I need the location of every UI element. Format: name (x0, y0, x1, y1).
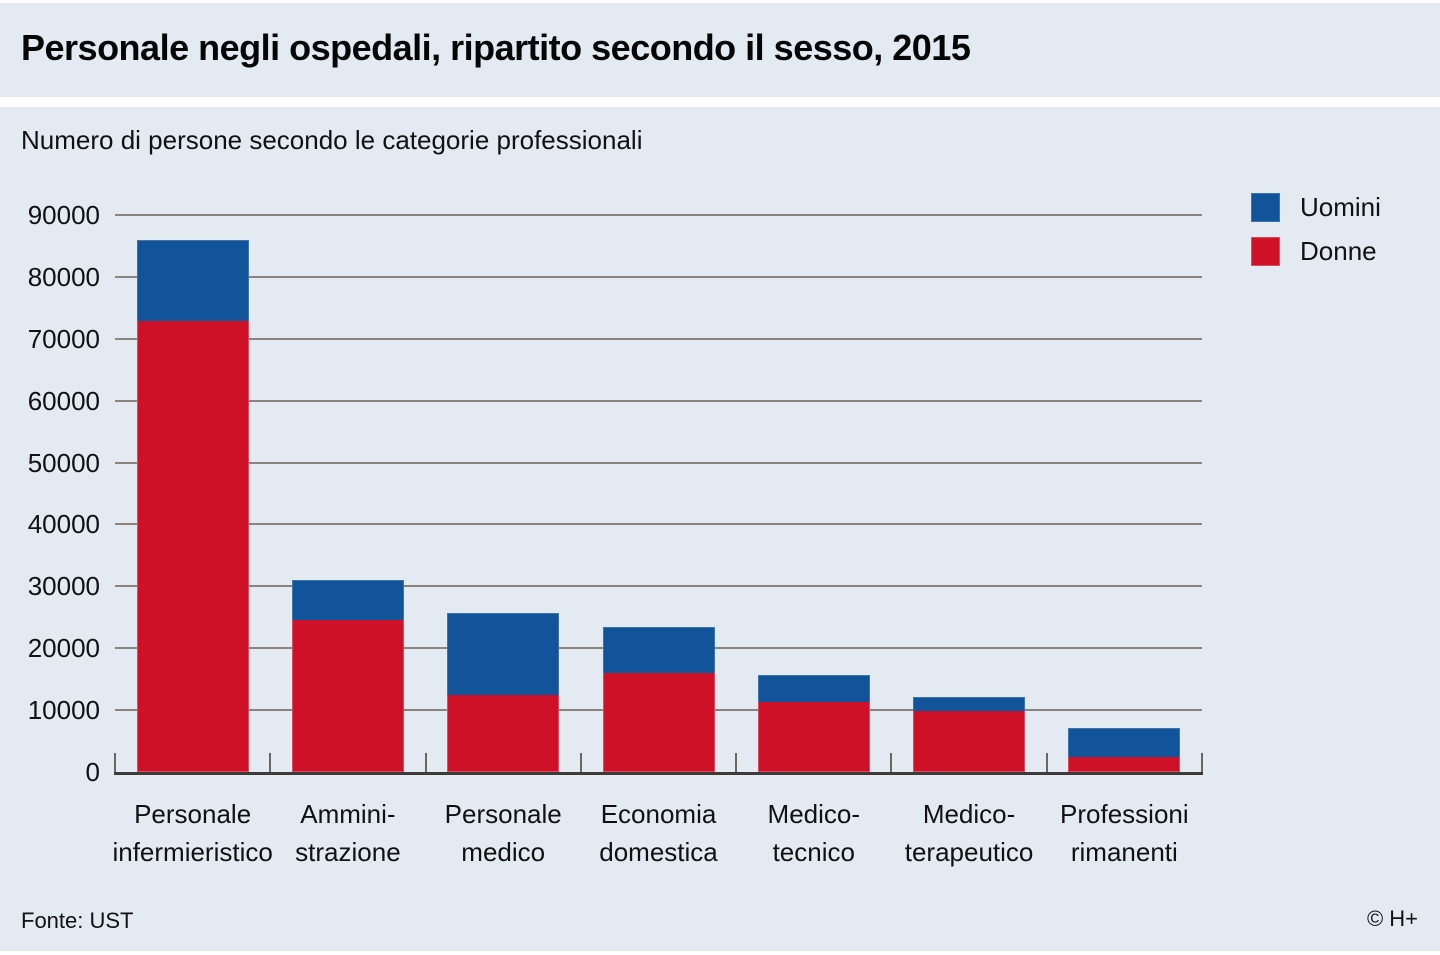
legend-label-uomini: Uomini (1300, 192, 1381, 222)
bar-segment-uomini (447, 613, 560, 695)
x-axis-tick (890, 753, 893, 772)
legend-item-uomini: Uomini (1251, 192, 1381, 222)
legend: Uomini Donne (1251, 192, 1381, 281)
x-axis-category-line: Ammini- (300, 799, 396, 829)
gridline (115, 214, 1202, 216)
y-axis-tick-label: 80000 (27, 261, 100, 292)
title-bar: Personale negli ospedali, ripartito seco… (0, 3, 1440, 97)
bar-segment-uomini (291, 580, 404, 620)
y-axis-tick-label: 60000 (27, 385, 100, 416)
bar-ammini-strazione (291, 580, 404, 772)
bar-segment-uomini (136, 240, 249, 321)
bar-segment-uomini (757, 675, 870, 702)
gridline (115, 523, 1202, 526)
chart-subtitle: Numero di persone secondo le categorie p… (21, 125, 643, 155)
bar-economia-domestica (602, 627, 715, 772)
bar-personale-medico (447, 613, 560, 772)
x-axis-tick (424, 753, 427, 772)
legend-label-donne: Donne (1300, 236, 1377, 266)
x-axis-category-label: Personale infermieristico (63, 795, 323, 871)
x-axis-category-label: Medico-tecnico (684, 795, 944, 871)
y-axis-tick-label: 40000 (27, 509, 100, 540)
chart-title: Personale negli ospedali, ripartito seco… (21, 27, 971, 68)
y-axis-tick-label: 0 (85, 757, 100, 787)
x-axis-category-line: Professioni (1060, 799, 1189, 829)
x-axis-category-line: rimanenti (1070, 837, 1178, 867)
bar-segment-uomini (913, 697, 1026, 711)
y-axis-tick-label: 90000 (27, 200, 100, 230)
x-axis-tick (579, 753, 582, 772)
x-axis-category-label: Ammini-strazione (218, 795, 478, 871)
x-axis-category-line: terapeutico (904, 837, 1034, 867)
source-note: Fonte: UST (21, 908, 134, 933)
x-axis-tick (114, 753, 116, 772)
bar-segment-uomini (1068, 728, 1181, 757)
y-axis-tick-label: 70000 (27, 323, 100, 354)
x-axis-category-line: Personale (444, 799, 562, 829)
gridline (115, 461, 1202, 464)
legend-swatch-donne (1251, 237, 1280, 266)
gridline (115, 399, 1202, 402)
x-axis-category-line: domestica (599, 837, 718, 867)
bar-segment-donne (913, 711, 1026, 772)
y-axis-tick-label: 50000 (27, 447, 100, 478)
x-axis-category-label: Professioni rimanenti (994, 795, 1254, 871)
gridline (115, 275, 1202, 278)
bar-personale-infermieristico (136, 240, 249, 772)
x-axis-line (114, 772, 1203, 775)
bar-professioni-rimanenti (1068, 728, 1181, 772)
x-axis-category-label: Personale medico (373, 795, 633, 871)
legend-item-donne: Donne (1251, 236, 1381, 266)
bar-medico-terapeutico (913, 697, 1026, 772)
x-axis-tick (1201, 753, 1203, 772)
x-axis-category-line: Medico- (922, 799, 1016, 829)
x-axis-category-line: Medico- (767, 799, 861, 829)
gridline (115, 337, 1202, 340)
y-axis-tick-label: 30000 (27, 571, 100, 602)
x-axis-category-line: infermieristico (112, 837, 273, 867)
x-axis-category-line: Personale (134, 799, 252, 829)
copyright-note: © H+ (1366, 906, 1418, 931)
bar-segment-uomini (602, 627, 715, 673)
bar-segment-donne (757, 702, 870, 772)
x-axis-tick (735, 753, 738, 772)
x-axis-tick (1045, 753, 1048, 772)
bar-segment-donne (291, 620, 404, 772)
bar-segment-donne (602, 673, 715, 772)
x-axis-category-line: strazione (295, 837, 401, 867)
x-axis-category-line: medico (461, 837, 546, 867)
y-axis-tick-label: 10000 (27, 695, 100, 726)
x-axis-category-label: Economia domestica (529, 795, 789, 871)
x-axis-tick (269, 753, 272, 772)
bar-medico-tecnico (757, 675, 870, 772)
x-axis-category-line: tecnico (772, 837, 855, 867)
bar-segment-donne (136, 321, 249, 772)
x-axis-category-label: Medico-terapeutico (839, 795, 1099, 871)
bar-segment-donne (447, 695, 560, 772)
bar-segment-donne (1068, 757, 1181, 772)
y-axis-tick-label: 20000 (27, 633, 100, 664)
gridline (115, 585, 1202, 588)
legend-swatch-uomini (1251, 193, 1280, 222)
x-axis-category-line: Economia (600, 799, 717, 829)
